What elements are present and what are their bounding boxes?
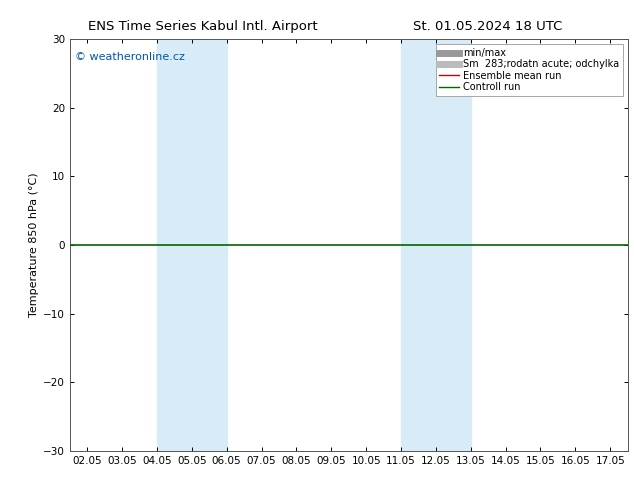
Bar: [401, 39, 470, 451]
Bar: [157, 39, 226, 451]
Text: St. 01.05.2024 18 UTC: St. 01.05.2024 18 UTC: [413, 20, 563, 33]
Y-axis label: Temperature 850 hPa (°C): Temperature 850 hPa (°C): [29, 172, 39, 318]
Legend: min/max, Sm  283;rodatn acute; odchylka, Ensemble mean run, Controll run: min/max, Sm 283;rodatn acute; odchylka, …: [436, 44, 623, 96]
Text: © weatheronline.cz: © weatheronline.cz: [75, 51, 185, 62]
Text: ENS Time Series Kabul Intl. Airport: ENS Time Series Kabul Intl. Airport: [88, 20, 318, 33]
